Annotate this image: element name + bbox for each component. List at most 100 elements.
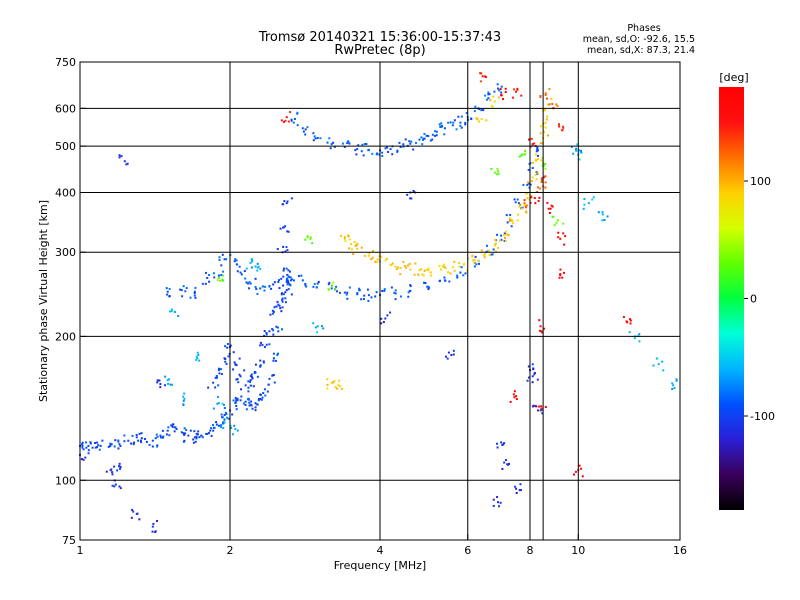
data-point bbox=[332, 141, 335, 144]
data-point bbox=[262, 360, 265, 363]
data-point bbox=[152, 522, 155, 525]
data-point bbox=[378, 153, 381, 156]
data-point bbox=[530, 180, 533, 183]
data-point bbox=[284, 291, 287, 294]
data-point bbox=[247, 380, 250, 383]
data-point bbox=[276, 354, 279, 357]
data-point bbox=[197, 430, 200, 433]
data-point bbox=[340, 234, 343, 237]
data-point bbox=[187, 434, 190, 437]
data-point bbox=[504, 239, 507, 242]
data-point bbox=[245, 408, 248, 411]
data-point bbox=[578, 149, 581, 152]
data-point bbox=[276, 326, 279, 329]
data-point bbox=[370, 296, 373, 299]
data-point bbox=[519, 489, 522, 492]
data-point bbox=[155, 433, 158, 436]
data-point bbox=[249, 282, 252, 285]
data-point bbox=[544, 109, 547, 112]
data-point bbox=[94, 441, 97, 444]
data-point bbox=[234, 428, 237, 431]
data-point bbox=[671, 382, 674, 385]
data-point bbox=[232, 351, 235, 354]
data-point bbox=[439, 279, 442, 282]
data-point bbox=[348, 142, 351, 145]
data-point bbox=[536, 146, 539, 149]
data-point bbox=[223, 258, 226, 261]
data-point bbox=[477, 259, 480, 262]
data-point bbox=[531, 167, 534, 170]
data-point bbox=[218, 256, 221, 259]
data-point bbox=[396, 266, 399, 269]
data-point bbox=[205, 432, 208, 435]
data-point bbox=[583, 197, 586, 200]
data-point bbox=[279, 307, 282, 310]
data-point bbox=[280, 277, 283, 280]
data-point bbox=[254, 406, 257, 409]
data-point bbox=[347, 141, 350, 144]
data-point bbox=[118, 485, 121, 488]
data-point bbox=[384, 259, 387, 262]
data-point bbox=[306, 126, 309, 129]
data-point bbox=[453, 260, 456, 263]
data-point bbox=[402, 260, 405, 263]
data-point bbox=[346, 297, 349, 300]
data-point bbox=[441, 265, 444, 268]
data-point bbox=[332, 281, 335, 284]
data-point bbox=[504, 237, 507, 240]
data-point bbox=[80, 443, 83, 446]
data-point bbox=[101, 439, 104, 442]
data-point bbox=[210, 427, 213, 430]
data-point bbox=[282, 226, 285, 229]
data-point bbox=[628, 331, 631, 334]
data-point bbox=[337, 379, 340, 382]
data-point bbox=[544, 181, 547, 184]
data-point bbox=[410, 140, 413, 143]
data-point bbox=[356, 148, 359, 151]
data-point bbox=[118, 156, 121, 159]
data-point bbox=[533, 373, 536, 376]
data-point bbox=[551, 205, 554, 208]
data-point bbox=[544, 163, 547, 166]
data-point bbox=[281, 297, 284, 300]
data-point bbox=[259, 397, 262, 400]
data-point bbox=[427, 135, 430, 138]
data-point bbox=[629, 319, 632, 322]
data-point bbox=[546, 134, 549, 137]
data-point bbox=[219, 279, 222, 282]
data-point bbox=[548, 103, 551, 106]
data-point bbox=[255, 288, 258, 291]
data-point bbox=[455, 128, 458, 131]
data-point bbox=[341, 142, 344, 145]
data-point bbox=[251, 377, 254, 380]
data-point bbox=[166, 290, 169, 293]
data-point bbox=[514, 201, 517, 204]
data-point bbox=[391, 153, 394, 156]
data-point bbox=[538, 319, 541, 322]
data-point bbox=[226, 342, 229, 345]
data-point bbox=[215, 376, 218, 379]
data-point bbox=[263, 346, 266, 349]
data-point bbox=[439, 268, 442, 271]
data-point bbox=[98, 448, 101, 451]
data-point bbox=[284, 250, 287, 253]
data-point bbox=[452, 121, 455, 124]
data-point bbox=[376, 258, 379, 261]
data-point bbox=[394, 292, 397, 295]
data-point bbox=[220, 273, 223, 276]
data-point bbox=[429, 271, 432, 274]
data-point bbox=[322, 327, 325, 330]
data-point bbox=[346, 291, 349, 294]
data-point bbox=[292, 121, 295, 124]
data-point bbox=[232, 368, 235, 371]
data-point bbox=[272, 333, 275, 336]
data-point bbox=[479, 80, 482, 83]
data-point bbox=[204, 271, 207, 274]
data-point bbox=[562, 126, 565, 129]
data-point bbox=[224, 345, 227, 348]
data-point bbox=[493, 171, 496, 174]
data-point bbox=[244, 277, 247, 280]
data-point bbox=[256, 375, 259, 378]
data-point bbox=[515, 395, 518, 398]
data-point bbox=[200, 434, 203, 437]
